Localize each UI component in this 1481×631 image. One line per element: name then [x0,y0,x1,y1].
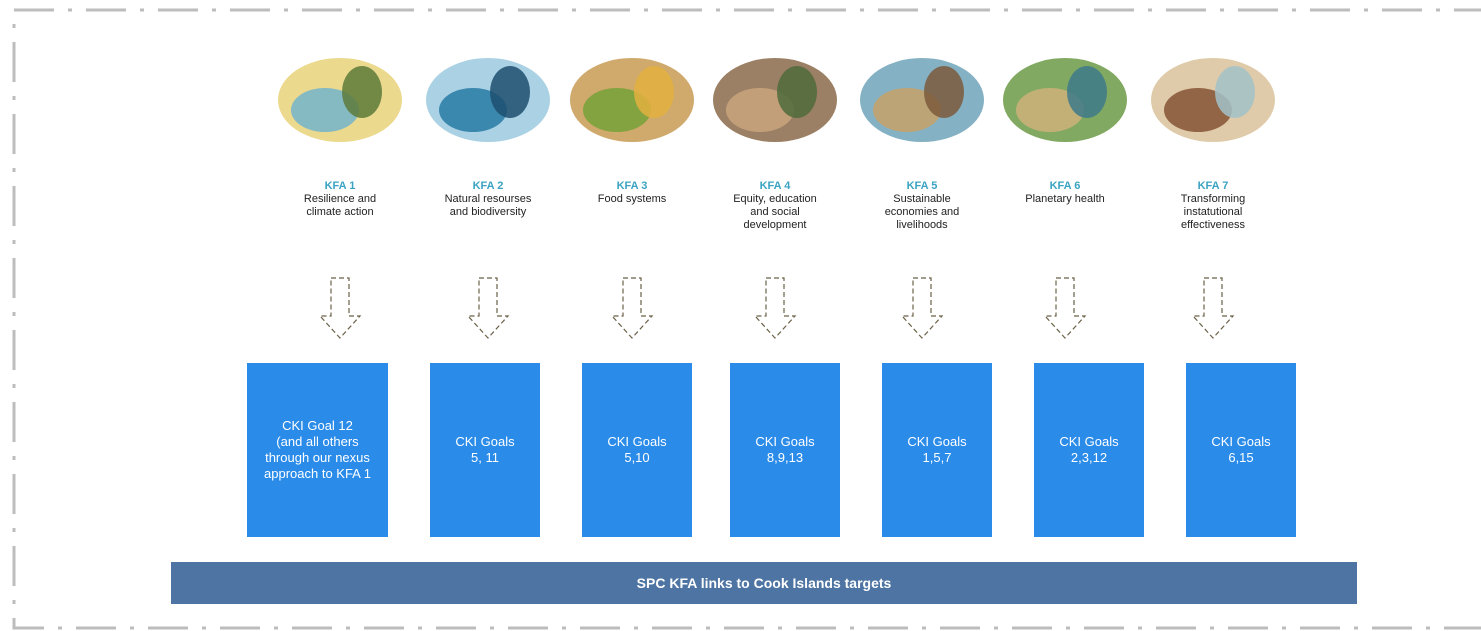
illustration-detail [342,66,382,118]
down-arrow [902,278,942,338]
goal-text: CKI Goals [907,434,966,450]
kfa-title: Planetary health [990,193,1140,206]
down-arrow [320,278,360,338]
goal-text: (and all others [276,434,358,450]
kfa-label: KFA 3 [557,180,707,193]
illustration-detail [924,66,964,118]
goal-text: CKI Goal 12 [282,418,353,434]
kfa-title: livelihoods [847,219,997,232]
goal-text: 5, 11 [471,450,499,466]
footer-text: SPC KFA links to Cook Islands targets [637,575,892,591]
kfa-title: Transforming [1138,193,1288,206]
footer-bar: SPC KFA links to Cook Islands targets [171,562,1357,604]
kfa-label: KFA 6 [990,180,1140,193]
illustration-detail [490,66,530,118]
down-arrow [612,278,652,338]
kfa-title: and social [700,206,850,219]
down-arrow [1045,278,1085,338]
goal-text: approach to KFA 1 [264,466,371,482]
kfa-label: KFA 5 [847,180,997,193]
down-arrow [468,278,508,338]
goal-text: 1,5,7 [923,450,952,466]
down-arrow [1193,278,1233,338]
goal-text: 2,3,12 [1071,450,1107,466]
kfa-title: instatutional [1138,206,1288,219]
goal-text: CKI Goals [607,434,666,450]
kfa-label: KFA 1 [265,180,415,193]
kfa-label: KFA 2 [413,180,563,193]
kfa-label: KFA 7 [1138,180,1288,193]
goal-text: CKI Goals [1059,434,1118,450]
kfa-title: effectiveness [1138,219,1288,232]
down-arrow [755,278,795,338]
kfa-title: development [700,219,850,232]
goal-text: 5,10 [624,450,649,466]
goal-text: 8,9,13 [767,450,803,466]
kfa-title: Equity, education [700,193,850,206]
goal-text: CKI Goals [1211,434,1270,450]
kfa-title: Natural resourses [413,193,563,206]
kfa-title: and biodiversity [413,206,563,219]
goal-text: through our nexus [265,450,370,466]
page: SPC KFA links to Cook Islands targets ((… [0,0,1481,631]
kfa-title: economies and [847,206,997,219]
goal-text: CKI Goals [455,434,514,450]
kfa-title: Resilience and [265,193,415,206]
illustration-detail [634,66,674,118]
kfa-title: climate action [265,206,415,219]
kfa-title: Sustainable [847,193,997,206]
illustration-detail [777,66,817,118]
illustration-detail [1215,66,1255,118]
goal-text: 6,15 [1228,450,1253,466]
goal-text: CKI Goals [755,434,814,450]
illustration-detail [1067,66,1107,118]
kfa-title: Food systems [557,193,707,206]
kfa-label: KFA 4 [700,180,850,193]
